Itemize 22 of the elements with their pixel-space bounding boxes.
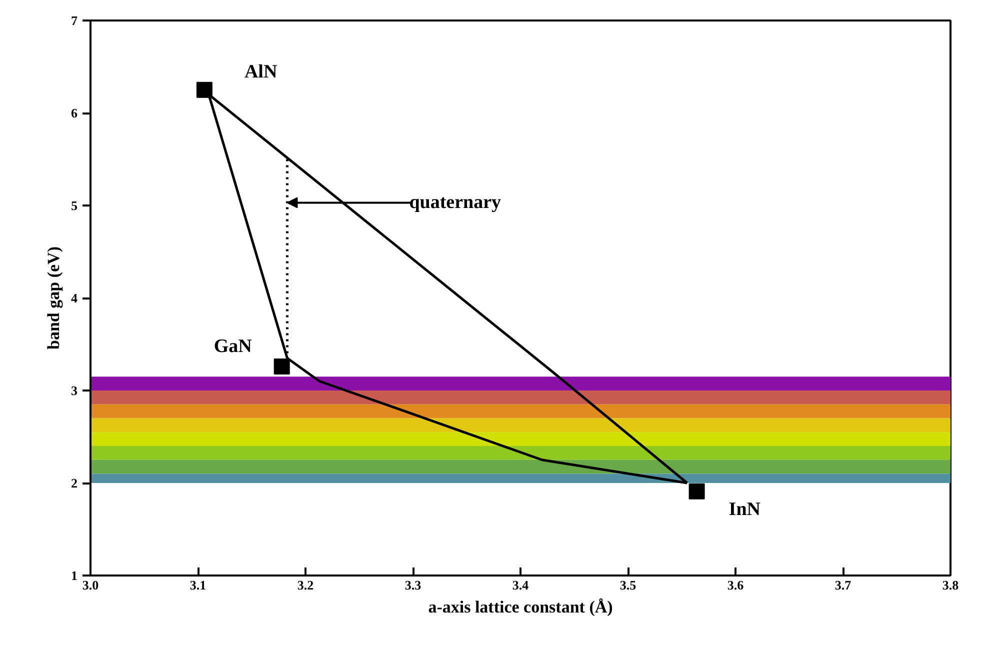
annotation: InN — [728, 498, 761, 520]
x-tick-label: 3.8 — [942, 578, 960, 592]
x-tick-label: 3.1 — [190, 578, 206, 592]
y-tick-label: 4 — [71, 290, 78, 306]
x-tick-label: 3.2 — [297, 578, 314, 592]
y-axis-title: band gap (eV) — [44, 246, 63, 350]
x-axis-title: a-axis lattice constant (Å) — [428, 598, 613, 616]
x-tick-label: 3.6 — [727, 578, 744, 592]
y-tick-label: 6 — [71, 106, 78, 120]
y-tick-label: 2 — [71, 476, 78, 490]
y-tick-label: 7 — [71, 13, 78, 28]
x-tick-label: 3.5 — [620, 578, 637, 592]
annotation: GaN — [214, 336, 252, 357]
x-tick-label: 3.7 — [834, 578, 852, 592]
y-tick-label: 3 — [71, 383, 78, 398]
annotation: AlN — [244, 61, 278, 82]
y-tick-label: 5 — [71, 198, 78, 213]
x-tick-label: 3.3 — [404, 578, 422, 592]
x-tick-label: 3.0 — [82, 578, 99, 592]
y-tick-label: 1 — [71, 568, 78, 583]
annotation: quaternary — [409, 192, 502, 214]
x-tick-label: 3.4 — [512, 578, 530, 592]
